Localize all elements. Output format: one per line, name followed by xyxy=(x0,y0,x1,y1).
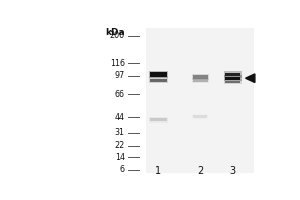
Text: 200: 200 xyxy=(110,31,125,40)
Bar xyxy=(146,28,254,173)
Text: 31: 31 xyxy=(115,128,125,137)
Bar xyxy=(150,79,167,82)
Bar xyxy=(149,117,168,123)
Text: 6: 6 xyxy=(120,165,125,174)
Bar xyxy=(191,78,209,83)
Text: 116: 116 xyxy=(110,59,125,68)
Bar xyxy=(193,115,207,118)
Text: 2: 2 xyxy=(197,166,203,176)
Bar xyxy=(193,75,208,79)
Bar xyxy=(225,81,240,83)
Text: 1: 1 xyxy=(155,166,161,176)
Bar xyxy=(148,71,168,78)
Bar xyxy=(150,72,167,77)
Polygon shape xyxy=(246,74,255,83)
Text: kDa: kDa xyxy=(105,28,125,37)
Text: 14: 14 xyxy=(115,153,125,162)
Bar xyxy=(192,114,208,119)
Bar xyxy=(148,77,168,83)
Text: 44: 44 xyxy=(115,113,125,122)
Text: 97: 97 xyxy=(114,71,125,80)
Bar xyxy=(191,74,209,80)
Bar xyxy=(224,71,242,78)
Bar xyxy=(150,118,167,121)
Bar xyxy=(225,73,240,76)
Text: 22: 22 xyxy=(114,141,125,150)
Bar xyxy=(224,75,242,81)
Bar xyxy=(224,79,242,84)
Bar xyxy=(225,77,240,80)
Text: 66: 66 xyxy=(115,90,125,99)
Bar xyxy=(193,79,208,82)
Text: 3: 3 xyxy=(230,166,236,176)
